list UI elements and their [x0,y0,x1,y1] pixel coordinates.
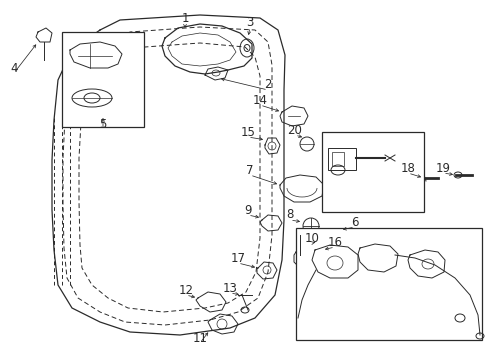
Text: 20: 20 [287,123,302,136]
Text: 12: 12 [178,284,193,297]
Text: 18: 18 [400,162,415,175]
Text: 3: 3 [246,15,253,28]
Bar [62,32,143,127]
Text: 13: 13 [222,282,237,294]
Text: 11: 11 [192,332,207,345]
Text: 19: 19 [435,162,449,175]
Text: 5: 5 [99,118,106,131]
Bar [331,152,343,166]
Text: 6: 6 [350,216,358,229]
Text: 2: 2 [264,78,271,91]
Text: 15: 15 [240,126,255,139]
Text: 4: 4 [10,62,18,75]
Text: 1: 1 [181,12,188,24]
Text: 14: 14 [252,94,267,107]
Bar [327,148,355,170]
Bar [321,132,423,212]
Text: 16: 16 [327,235,342,248]
Text: 17: 17 [230,252,245,265]
Text: 8: 8 [286,208,293,221]
Text: 10: 10 [304,231,319,244]
Text: 9: 9 [244,203,251,216]
Bar [295,228,481,340]
Text: 7: 7 [246,163,253,176]
